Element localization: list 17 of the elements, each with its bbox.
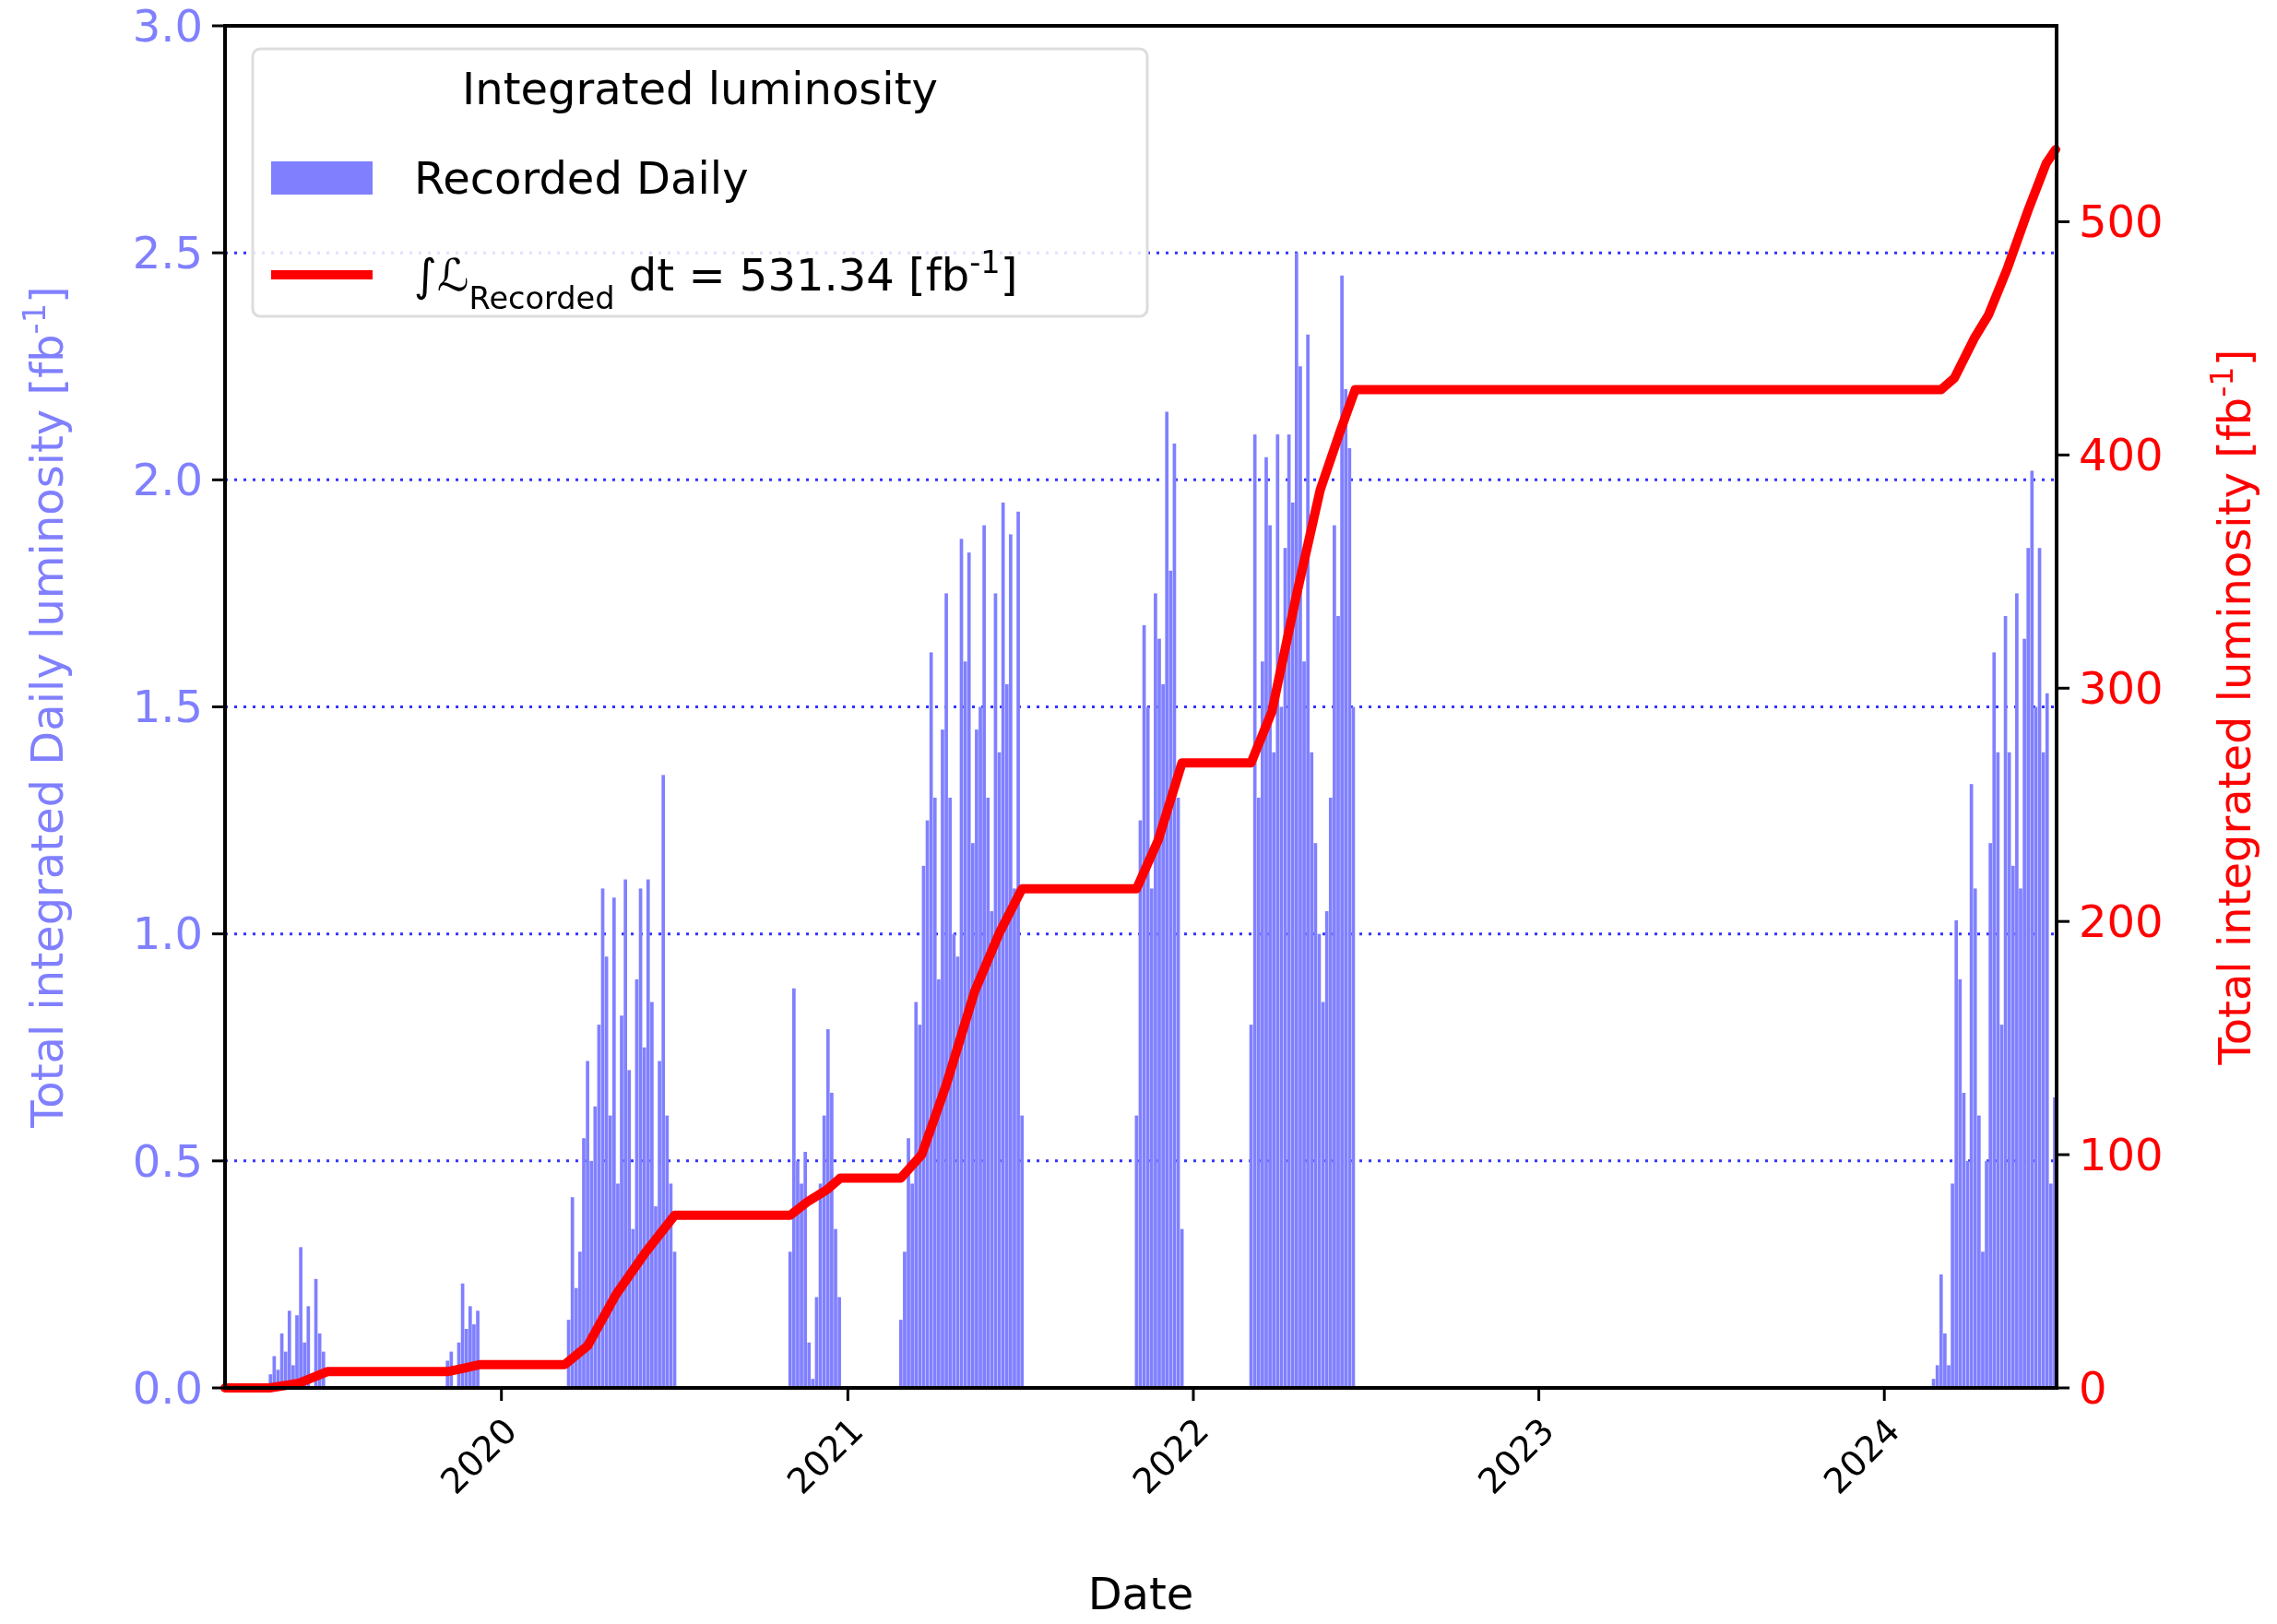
y-tick-label: 0.0 <box>132 1361 203 1414</box>
y-tick-label: 2.0 <box>132 454 203 506</box>
y2-tick-label: 300 <box>2079 662 2164 715</box>
y2-tick-label: 500 <box>2079 196 2164 248</box>
y2-tick-label: 100 <box>2079 1128 2164 1180</box>
y-tick-label: 1.5 <box>132 681 203 733</box>
y-tick-label: 0.5 <box>132 1134 203 1187</box>
y2-tick-label: 400 <box>2079 429 2164 481</box>
legend-title: Integrated luminosity <box>462 63 938 114</box>
y-tick-label: 1.0 <box>132 907 203 960</box>
x-axis-title: Date <box>1087 1568 1194 1619</box>
y-tick-label: 3.0 <box>132 0 203 52</box>
y2-tick-label: 200 <box>2079 895 2164 947</box>
legend-label: Recorded Daily <box>414 151 749 204</box>
y-tick-label: 2.5 <box>132 226 203 279</box>
legend-label: ∫ℒ$_{Recorded}$ dt = 531.34 [fb$^{-1}$] <box>414 243 1018 316</box>
y2-tick-label: 0 <box>2079 1361 2107 1414</box>
